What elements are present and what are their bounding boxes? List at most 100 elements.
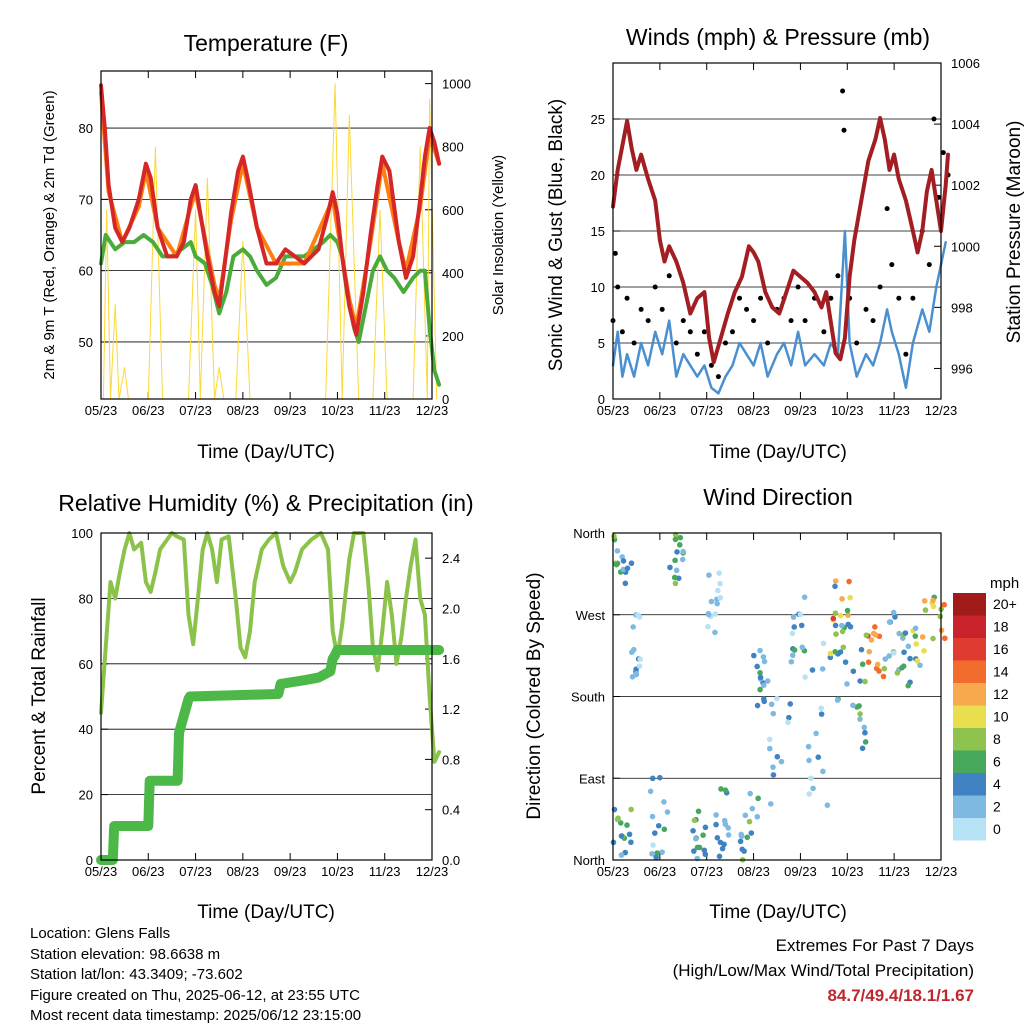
p4-point-232 bbox=[874, 661, 881, 668]
p4-point-110 bbox=[714, 835, 721, 841]
p3-xtick-label-2: 07/23 bbox=[179, 864, 212, 879]
p2-gust-point-6 bbox=[638, 306, 644, 312]
p4-point-74 bbox=[691, 848, 697, 854]
p4-point-85 bbox=[717, 580, 723, 587]
elevation-text: Station elevation: 98.6638 m bbox=[30, 945, 221, 963]
p2-xtick-label-5: 10/23 bbox=[831, 403, 864, 418]
p2-y2tick-label-2: 1000 bbox=[951, 239, 980, 254]
p4-xtick-label-0: 05/23 bbox=[597, 864, 630, 879]
humidity-xlabel: Time (Day/UTC) bbox=[197, 902, 335, 923]
p3-y2tick-label-5: 2.0 bbox=[442, 601, 460, 616]
p4-point-188 bbox=[837, 649, 844, 655]
p4-point-142 bbox=[786, 714, 792, 721]
direction-legend-title: mph bbox=[990, 575, 1019, 592]
p4-point-157 bbox=[789, 652, 796, 659]
p3-xtick-label-5: 10/23 bbox=[321, 864, 354, 879]
p4-point-101 bbox=[716, 853, 723, 860]
p2-gust-point-31 bbox=[821, 329, 827, 335]
p4-point-251 bbox=[894, 670, 901, 676]
p4-point-136 bbox=[760, 682, 767, 689]
p2-gust-point-47 bbox=[926, 262, 932, 268]
p4-point-272 bbox=[930, 603, 937, 610]
p4-point-68 bbox=[679, 556, 686, 563]
p1-xtick-label-4: 09/23 bbox=[274, 403, 307, 418]
p1-ytick-label-0: 50 bbox=[79, 335, 93, 350]
p4-point-117 bbox=[754, 813, 761, 820]
p1-xtick-label-0: 05/23 bbox=[85, 403, 118, 418]
p4-point-139 bbox=[760, 654, 767, 660]
p4-point-153 bbox=[785, 719, 791, 726]
p4-point-89 bbox=[706, 572, 712, 578]
p2-gust-point-10 bbox=[666, 273, 672, 279]
legend-label-2: 16 bbox=[993, 641, 1009, 657]
p4-point-50 bbox=[649, 850, 655, 857]
p4-point-235 bbox=[880, 673, 887, 680]
p3-ytick-label-2: 40 bbox=[79, 722, 93, 737]
p4-point-11 bbox=[628, 560, 635, 567]
p4-point-46 bbox=[647, 788, 654, 795]
p2-gust-point-11 bbox=[673, 340, 679, 346]
p4-point-205 bbox=[847, 594, 853, 601]
extremes-line2: (High/Low/Max Wind/Total Precipitation) bbox=[672, 961, 974, 980]
p4-point-121 bbox=[746, 818, 753, 825]
legend-label-3: 14 bbox=[993, 664, 1009, 680]
p4-point-243 bbox=[892, 614, 898, 620]
p4-point-61 bbox=[674, 549, 680, 555]
p4-point-246 bbox=[882, 656, 889, 662]
p4-point-81 bbox=[690, 827, 696, 834]
p4-point-129 bbox=[754, 663, 760, 670]
p4-point-219 bbox=[862, 678, 868, 685]
temperature-ylabel-right: Solar Insolation (Yellow) bbox=[490, 155, 507, 315]
p4-point-63 bbox=[672, 536, 679, 543]
p1-y2tick-label-0: 0 bbox=[442, 392, 449, 407]
p4-point-229 bbox=[868, 637, 875, 643]
p2-gust-point-8 bbox=[652, 284, 658, 290]
p4-point-222 bbox=[857, 711, 863, 717]
p4-xtick-label-4: 09/23 bbox=[784, 864, 817, 879]
p4-point-54 bbox=[649, 775, 656, 782]
p4-point-173 bbox=[819, 666, 826, 672]
p4-point-258 bbox=[905, 682, 911, 689]
winds-title: Winds (mph) & Pressure (mb) bbox=[626, 24, 930, 50]
p4-point-20 bbox=[628, 839, 634, 846]
p4-point-7 bbox=[611, 533, 617, 540]
direction-title: Wind Direction bbox=[703, 484, 853, 510]
p2-y2tick-label-1: 998 bbox=[951, 300, 973, 315]
p4-point-212 bbox=[862, 739, 869, 745]
extremes-line1: Extremes For Past 7 Days bbox=[775, 936, 974, 955]
p4-xtick-label-1: 06/23 bbox=[644, 864, 677, 879]
legend-label-7: 6 bbox=[993, 754, 1001, 770]
p2-y2tick-label-3: 1002 bbox=[951, 178, 980, 193]
p4-point-215 bbox=[862, 729, 868, 736]
p2-gust-point-5 bbox=[631, 340, 637, 346]
p4-point-108 bbox=[713, 821, 719, 828]
p4-point-48 bbox=[661, 799, 667, 805]
p1-xtick-label-6: 11/23 bbox=[369, 403, 401, 418]
extremes-box: Extremes For Past 7 Days (High/Low/Max W… bbox=[673, 933, 974, 1008]
p2-gust-point-4 bbox=[624, 295, 630, 301]
p4-point-176 bbox=[813, 730, 819, 737]
p2-gust-point-34 bbox=[840, 88, 846, 94]
p4-point-125 bbox=[744, 834, 751, 841]
latlon-text: Station lat/lon: 43.3409; -73.602 bbox=[30, 966, 243, 983]
p3-ytick-label-5: 100 bbox=[71, 526, 93, 541]
p3-ytick-label-4: 80 bbox=[79, 591, 93, 606]
p4-point-5 bbox=[614, 548, 621, 554]
p4-point-79 bbox=[692, 835, 699, 842]
p2-gust-point-9 bbox=[659, 306, 665, 312]
p2-gust-point-44 bbox=[903, 351, 909, 357]
p4-point-34 bbox=[637, 656, 643, 662]
p4-point-154 bbox=[788, 658, 795, 665]
p4-point-202 bbox=[832, 578, 839, 584]
p2-xtick-label-4: 09/23 bbox=[784, 403, 817, 418]
p3-xtick-label-1: 06/23 bbox=[132, 864, 165, 879]
p4-xtick-label-6: 11/23 bbox=[878, 864, 910, 879]
p4-point-236 bbox=[881, 665, 888, 672]
p4-frame bbox=[612, 532, 942, 861]
humidity-title: Relative Humidity (%) & Precipitation (i… bbox=[58, 490, 473, 516]
p4-xtick-label-5: 10/23 bbox=[831, 864, 864, 879]
p1-y2tick-label-1: 200 bbox=[442, 329, 464, 344]
p4-point-195 bbox=[844, 681, 850, 687]
p4-point-37 bbox=[636, 663, 643, 669]
p4-point-262 bbox=[901, 649, 907, 656]
